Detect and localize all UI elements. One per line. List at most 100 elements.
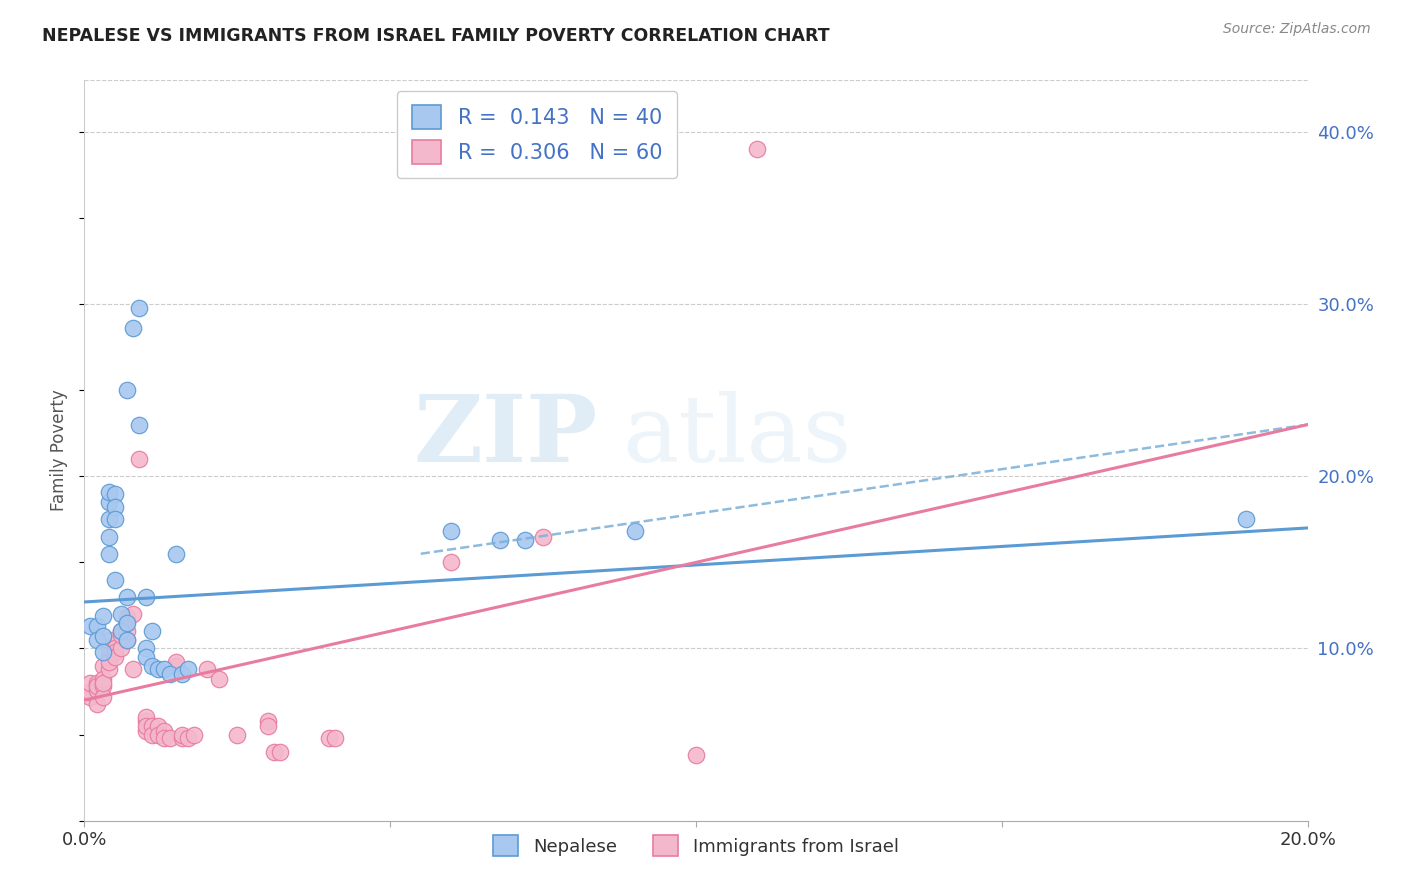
Point <box>135 650 157 665</box>
Text: atlas: atlas <box>623 391 852 481</box>
Point <box>97 650 120 665</box>
Point <box>79 684 101 698</box>
Point <box>110 607 132 621</box>
Point <box>110 624 132 639</box>
Legend: Nepalese, Immigrants from Israel: Nepalese, Immigrants from Israel <box>486 828 905 863</box>
Point <box>91 673 114 687</box>
Point <box>91 658 114 673</box>
Point <box>624 524 647 539</box>
Point <box>146 727 169 741</box>
Point <box>104 645 127 659</box>
Point <box>86 697 108 711</box>
Point <box>97 662 120 676</box>
Point <box>135 590 157 604</box>
Point <box>122 321 145 335</box>
Point <box>97 530 120 544</box>
Point <box>115 632 138 647</box>
Point <box>257 719 280 733</box>
Point <box>323 731 346 745</box>
Point <box>177 731 200 745</box>
Point <box>97 512 120 526</box>
Point <box>141 727 163 741</box>
Point <box>1236 512 1258 526</box>
Point <box>97 547 120 561</box>
Text: NEPALESE VS IMMIGRANTS FROM ISRAEL FAMILY POVERTY CORRELATION CHART: NEPALESE VS IMMIGRANTS FROM ISRAEL FAMIL… <box>42 27 830 45</box>
Point <box>146 662 169 676</box>
Point <box>172 667 194 681</box>
Point <box>172 727 194 741</box>
Point <box>122 662 145 676</box>
Point <box>440 555 463 569</box>
Point <box>165 655 187 669</box>
Point <box>128 452 150 467</box>
Point <box>115 590 138 604</box>
Point <box>104 512 127 526</box>
Point <box>110 628 132 642</box>
Point <box>115 615 138 630</box>
Point <box>79 619 101 633</box>
Point <box>79 690 101 704</box>
Point <box>141 658 163 673</box>
Point <box>177 662 200 676</box>
Point <box>183 727 205 741</box>
Point <box>141 624 163 639</box>
Point <box>440 524 463 539</box>
Point <box>110 624 132 639</box>
Point <box>165 658 187 673</box>
Point <box>115 610 138 624</box>
Point <box>86 679 108 693</box>
Point <box>226 727 249 741</box>
Point <box>269 745 291 759</box>
Point <box>115 632 138 647</box>
Point <box>91 645 114 659</box>
Point <box>115 624 138 639</box>
Point <box>159 667 181 681</box>
Point <box>115 383 138 397</box>
Point <box>195 662 218 676</box>
Point <box>263 745 285 759</box>
Text: ZIP: ZIP <box>413 391 598 481</box>
Point <box>153 724 176 739</box>
Point <box>86 619 108 633</box>
Point <box>141 719 163 733</box>
Point <box>115 614 138 628</box>
Point <box>165 547 187 561</box>
Point <box>128 301 150 315</box>
Point <box>104 500 127 515</box>
Point <box>91 676 114 690</box>
Point <box>135 641 157 656</box>
Point <box>97 495 120 509</box>
Point <box>172 731 194 745</box>
Point <box>91 679 114 693</box>
Point <box>153 731 176 745</box>
Point <box>135 710 157 724</box>
Point <box>104 650 127 665</box>
Point <box>97 484 120 499</box>
Point <box>97 655 120 669</box>
Y-axis label: Family Poverty: Family Poverty <box>51 390 69 511</box>
Point <box>128 417 150 432</box>
Point <box>110 641 132 656</box>
Point <box>86 676 108 690</box>
Point <box>86 632 108 647</box>
Point <box>318 731 340 745</box>
Point <box>104 486 127 500</box>
Point <box>91 629 114 643</box>
Point <box>104 573 127 587</box>
Point <box>79 676 101 690</box>
Point <box>104 641 127 656</box>
Point <box>747 142 769 156</box>
Point <box>153 662 176 676</box>
Point <box>97 632 120 647</box>
Point <box>122 607 145 621</box>
Point <box>146 719 169 733</box>
Point <box>257 714 280 728</box>
Point <box>685 748 707 763</box>
Point <box>135 724 157 739</box>
Point <box>97 641 120 656</box>
Point <box>91 608 114 623</box>
Point <box>208 673 231 687</box>
Text: Source: ZipAtlas.com: Source: ZipAtlas.com <box>1223 22 1371 37</box>
Point <box>91 690 114 704</box>
Point <box>86 682 108 697</box>
